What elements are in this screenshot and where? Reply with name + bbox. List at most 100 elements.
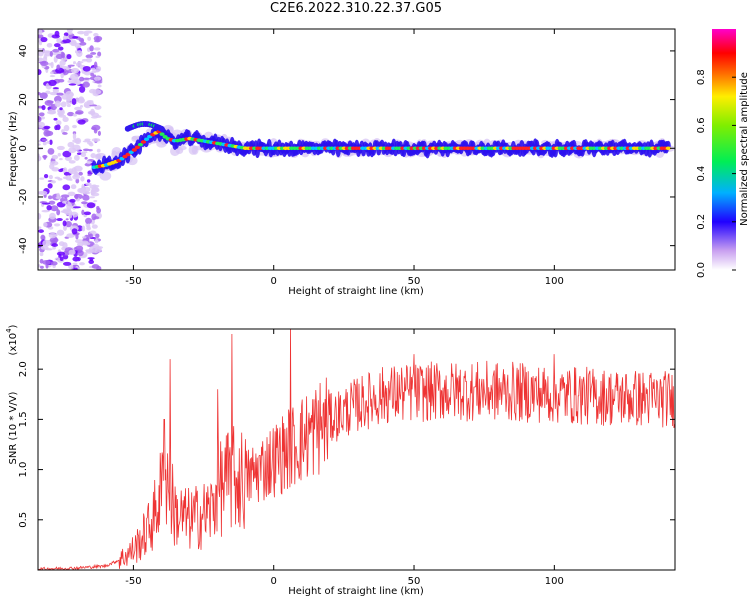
- spectrogram-noise-blob: [83, 104, 90, 108]
- spectrogram-noise-blob: [56, 192, 60, 198]
- spectrogram-noise-blob: [58, 114, 67, 118]
- svg-text:(x104): (x104): [5, 324, 19, 355]
- spectrogram-noise-blob: [72, 133, 77, 140]
- snr-multiplier-close: ): [8, 324, 19, 328]
- spectrogram-noise-blob: [48, 195, 53, 200]
- spectrogram-noise-blob: [88, 259, 95, 264]
- snr-xtick-label: 0: [271, 576, 277, 587]
- spectrogram-noise-blob: [79, 41, 87, 46]
- spectrogram-noise-blob: [82, 194, 90, 201]
- spectrogram-noise-blob: [93, 76, 102, 81]
- spectrogram-noise-blob: [39, 92, 48, 99]
- spectrogram-noise-blob: [56, 37, 62, 44]
- spectrogram-xlabel: Height of straight line (km): [288, 286, 424, 297]
- spectrogram-noise-blob: [48, 174, 53, 180]
- spectrogram-noise-blob: [96, 205, 100, 210]
- spectrogram-noise-blob: [91, 264, 100, 269]
- spectrogram-noise-blob: [63, 32, 69, 37]
- spectrogram-noise-blob: [62, 38, 71, 44]
- spectrogram-noise-blob: [62, 210, 68, 213]
- spectrogram-noise-blob: [70, 184, 77, 190]
- spectrogram-noise-blob: [74, 193, 79, 200]
- spectrogram-noise-blob: [93, 128, 98, 134]
- spectrogram-noise-blob: [97, 130, 101, 136]
- spectrogram-xtick-label: 0: [271, 276, 277, 287]
- spectrogram-noise-blob: [44, 99, 53, 106]
- spectrogram-noise-blob: [86, 202, 96, 209]
- colorbar-tick-label: 0.6: [696, 117, 707, 133]
- snr-xtick-label: -50: [125, 576, 141, 587]
- snr-ytick-label: 0.5: [18, 512, 29, 528]
- colorbar-label: Normalized spectral amplitude: [739, 72, 750, 226]
- colorbar-axis: 0.0 0.2 0.4 0.6 0.8: [696, 69, 736, 278]
- spectrogram-noise-blob: [74, 239, 84, 244]
- spectrogram-noise-blob: [50, 71, 54, 75]
- spectrogram-noise-blob: [82, 65, 91, 72]
- spectrogram-noise-blob: [87, 173, 92, 177]
- colorbar-tick-label: 0.0: [696, 262, 707, 278]
- spectrogram-noise-blob: [38, 29, 43, 35]
- spectrogram-noise-blob: [48, 79, 57, 87]
- snr-series-line: [38, 329, 675, 570]
- spectrogram-noise-blob: [97, 51, 102, 57]
- spectrogram-noise-blob: [56, 145, 65, 151]
- snr-y-axis: 0.5 1.0 1.5 2.0: [18, 361, 675, 528]
- spectrogram-noise-blob: [54, 95, 62, 103]
- spectrogram-noise-blob: [63, 124, 70, 132]
- spectrogram-noise-blob: [69, 39, 77, 47]
- spectrogram-noise-blob: [67, 191, 76, 197]
- spectrogram-noise-blob: [96, 148, 101, 153]
- spectrogram-ytick-label: -20: [18, 189, 29, 205]
- spectrogram-noise-blob: [77, 119, 86, 125]
- spectrogram-noise-blob: [69, 198, 76, 203]
- colorbar-tick-label: 0.8: [696, 69, 707, 85]
- spectrogram-noise-blob: [85, 182, 92, 186]
- spectrogram-noise-blob: [48, 200, 56, 205]
- spectrogram-noise-blob: [41, 209, 50, 213]
- spectrogram-ylabel: Frequency (Hz): [8, 111, 19, 187]
- spectrogram-noise-blob: [60, 72, 64, 79]
- spectrogram-noise-blob: [60, 101, 67, 108]
- spectrogram-noise-blob: [72, 144, 81, 152]
- spectrogram-noise-blob: [92, 184, 97, 187]
- spectrogram-noise-blob: [87, 257, 95, 260]
- spectrogram-noise-blob: [93, 32, 99, 37]
- colorbar-tick-label: 0.2: [696, 214, 707, 230]
- spectrogram-noise-blob: [85, 54, 94, 59]
- spectrogram-x-axis: -50 0 50 100: [125, 29, 564, 287]
- spectrogram-ytick-label: 20: [18, 93, 29, 106]
- spectrogram-noise-blob: [54, 176, 61, 180]
- spectrogram-noise-blob: [93, 61, 98, 69]
- spectrogram-noise-blob: [47, 110, 57, 115]
- spectrogram-noise-blob: [93, 199, 98, 203]
- spectrogram-core: [159, 132, 165, 136]
- spectrogram-noise-blob: [94, 39, 101, 43]
- spectrogram-noise-blob: [59, 60, 66, 66]
- spectrogram-noise-blob: [62, 261, 72, 266]
- spectrogram-noise-blob: [45, 248, 53, 251]
- spectrogram-noise-blob: [88, 142, 94, 147]
- spectrogram-noise-blob: [88, 245, 98, 253]
- spectrogram-noise-blob: [51, 180, 56, 184]
- spectrogram-noise-blob: [90, 72, 94, 77]
- spectrogram-noise-blob: [39, 177, 45, 180]
- spectrogram-noise-blob: [38, 229, 44, 233]
- spectrogram-noise-blob: [38, 143, 41, 146]
- spectrogram-noise-blob: [40, 60, 49, 67]
- spectrogram-noise-blob: [95, 233, 100, 239]
- snr-multiplier: (x104): [5, 324, 19, 355]
- spectrogram-noise-blob: [78, 171, 83, 176]
- spectrogram-noise-blob: [92, 89, 102, 95]
- spectrogram-noise-blob: [40, 36, 48, 43]
- spectrogram-noise-blob: [66, 54, 72, 60]
- snr-xtick-label: 100: [545, 576, 564, 587]
- spectrogram-noise-blob: [86, 160, 92, 164]
- spectrogram-noise-blob: [66, 103, 71, 108]
- spectrogram-noise-blob: [72, 35, 79, 39]
- spectrogram-noise-blob: [80, 39, 85, 43]
- spectrogram-noise-blob: [64, 220, 72, 228]
- snr-panel: -50 0 50 100 0.5 1.0 1.5 2.0 Height of straigh…: [5, 324, 676, 597]
- spectrogram-noise-blob: [38, 212, 42, 220]
- spectrogram-noise-blob: [89, 233, 93, 238]
- spectrogram-noise-blob: [74, 111, 82, 115]
